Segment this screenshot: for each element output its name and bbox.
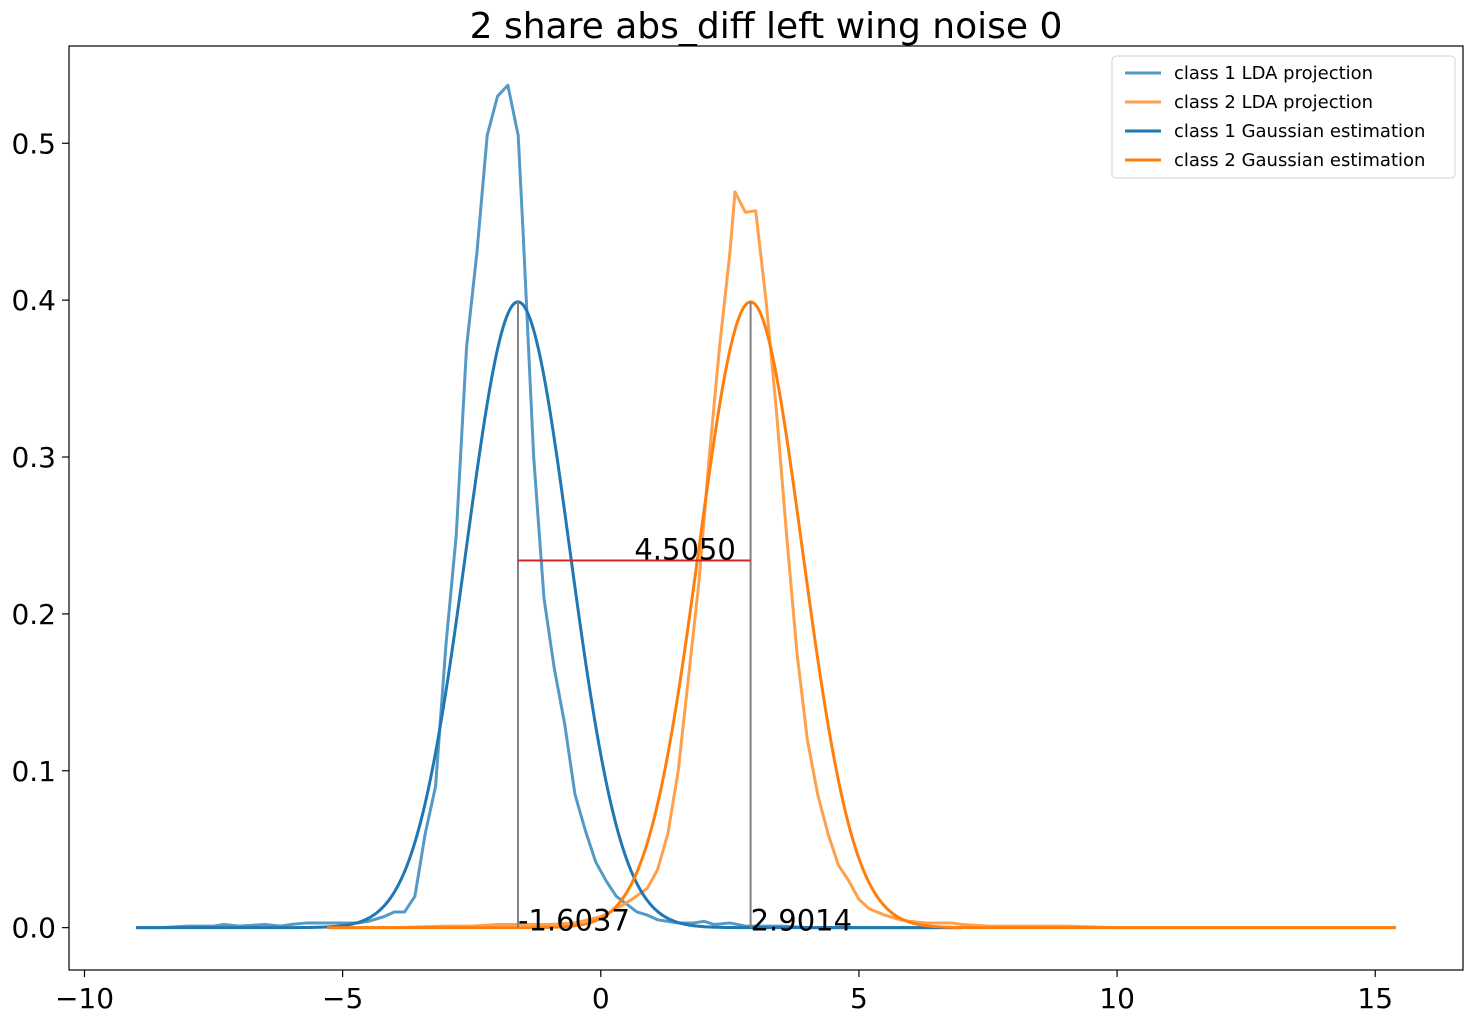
series-line-2 bbox=[327, 190, 1396, 930]
series-line-4 bbox=[327, 300, 1396, 930]
y-tick-label-4: 0.3 bbox=[11, 441, 56, 474]
legend-label-4: class 2 Gaussian estimation bbox=[1174, 150, 1425, 171]
legend-label-1: class 1 LDA projection bbox=[1174, 63, 1373, 84]
x-tick-label-1: −10 bbox=[55, 982, 114, 1015]
series-line-3 bbox=[136, 300, 963, 930]
y-tick-label-3: 0.2 bbox=[11, 598, 56, 631]
x-tick-label-6: 15 bbox=[1357, 982, 1393, 1015]
x-tick-label-4: 5 bbox=[850, 982, 868, 1015]
y-tick-label-6: 0.5 bbox=[11, 127, 56, 160]
legend-label-3: class 1 Gaussian estimation bbox=[1174, 121, 1425, 142]
series-line-1 bbox=[136, 83, 963, 930]
plot-frame bbox=[68, 45, 1464, 971]
x-tick-label-2: −5 bbox=[322, 982, 363, 1015]
chart-title: 2 share abs_diff left wing noise 0 bbox=[470, 6, 1063, 47]
x-tick-label-5: 10 bbox=[1099, 982, 1135, 1015]
mean-label-2: 2.9014 bbox=[751, 904, 852, 938]
legend-label-2: class 2 LDA projection bbox=[1174, 92, 1373, 113]
mean-label-1: -1.6037 bbox=[518, 904, 630, 938]
plot-area bbox=[136, 83, 1396, 930]
y-tick-label-2: 0.1 bbox=[11, 755, 56, 788]
y-tick-label-5: 0.4 bbox=[11, 284, 56, 317]
legend-box bbox=[1111, 55, 1456, 179]
distance-label: 4.5050 bbox=[634, 533, 735, 567]
x-tick-label-3: 0 bbox=[592, 982, 610, 1015]
y-tick-label-1: 0.0 bbox=[11, 912, 56, 945]
